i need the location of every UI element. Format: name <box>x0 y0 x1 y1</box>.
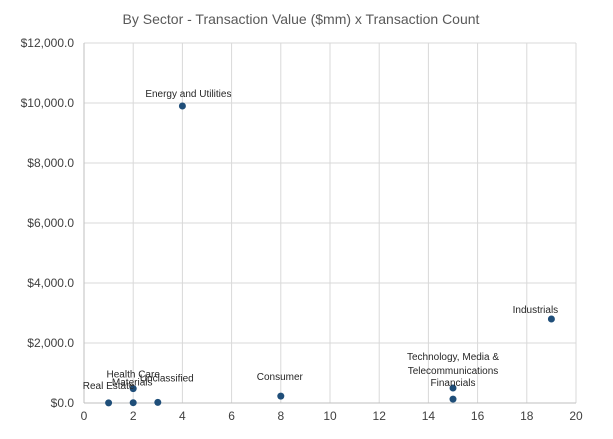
grid-layer <box>84 42 577 403</box>
data-point <box>154 398 162 406</box>
data-point-label: Materials <box>112 378 153 389</box>
y-tick-label: $8,000.0 <box>27 156 74 170</box>
y-tick-label: $0.0 <box>51 396 75 410</box>
data-point <box>129 385 137 393</box>
x-tick-label: 8 <box>277 409 284 423</box>
data-point-label: Financials <box>430 378 475 389</box>
data-point <box>449 395 457 403</box>
data-point-label: Consumer <box>257 372 304 383</box>
data-point <box>277 392 285 400</box>
data-point-label: Industrials <box>513 305 559 316</box>
y-tick-label: $10,000.0 <box>21 96 75 110</box>
x-tick-label: 10 <box>323 409 337 423</box>
data-point <box>449 384 457 392</box>
tick-labels: $0.0 $2,000.0 $4,000.0 $6,000.0 $8,000.0 $10,… <box>21 36 583 423</box>
data-point-label: Unclassified <box>140 373 194 384</box>
data-point-label: Health Care <box>107 370 161 381</box>
data-points <box>105 102 555 407</box>
chart-title: By Sector - Transaction Value ($mm) x Tr… <box>123 11 480 27</box>
y-tick-label: $6,000.0 <box>27 216 74 230</box>
axis-layer <box>83 43 576 404</box>
y-tick-label: $4,000.0 <box>27 276 74 290</box>
y-tick-label: $12,000.0 <box>21 36 75 50</box>
x-tick-label: 12 <box>373 409 387 423</box>
x-tick-label: 18 <box>520 409 534 423</box>
data-point-labels: Energy and Utilities Industrials Technolog… <box>83 89 558 392</box>
data-point-label: Real Estate <box>83 381 135 392</box>
data-point <box>178 102 186 110</box>
x-tick-label: 2 <box>130 409 137 423</box>
x-tick-label: 20 <box>569 409 583 423</box>
data-point <box>105 399 113 407</box>
x-tick-label: 14 <box>422 409 436 423</box>
x-tick-label: 4 <box>179 409 186 423</box>
data-point <box>547 315 555 323</box>
x-tick-label: 6 <box>228 409 235 423</box>
x-tick-label: 0 <box>81 409 88 423</box>
x-tick-label: 16 <box>471 409 485 423</box>
data-point <box>129 399 137 407</box>
data-point-label: Energy and Utilities <box>145 89 231 100</box>
y-tick-label: $2,000.0 <box>27 336 74 350</box>
data-point-label: Technology, Media & Telecommunications <box>407 352 499 377</box>
